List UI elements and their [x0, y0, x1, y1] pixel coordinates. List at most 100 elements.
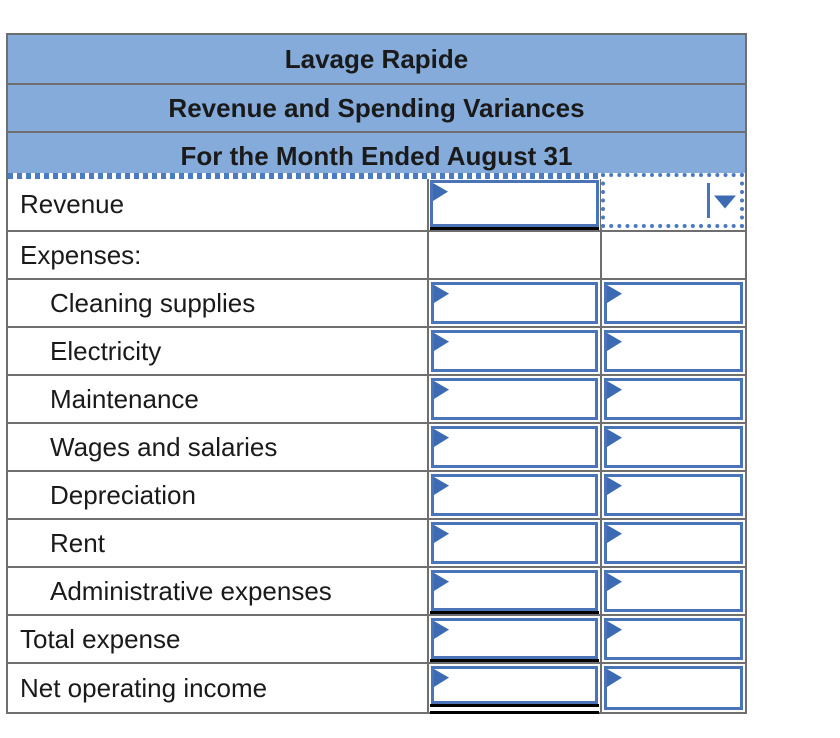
report-period-header: For the Month Ended August 31 — [8, 131, 745, 179]
electricity-amount-input[interactable] — [431, 330, 598, 372]
wages-amount-input[interactable] — [431, 426, 598, 468]
table-row-total-expense: Total expense — [8, 614, 745, 662]
selection-dotted-line — [8, 173, 745, 179]
variance-cell — [600, 280, 745, 326]
row-label: Administrative expenses — [50, 575, 332, 606]
report-title: Revenue and Spending Variances — [168, 92, 585, 123]
amount-cell — [427, 616, 600, 662]
table-row-expenses-section: Expenses: — [8, 230, 745, 278]
variance-cell — [600, 664, 745, 712]
table-row-administrative-expenses: Administrative expenses — [8, 566, 745, 614]
variance-cell — [600, 376, 745, 422]
report-period: For the Month Ended August 31 — [180, 140, 573, 171]
row-label: Depreciation — [50, 479, 196, 510]
input-value — [434, 669, 595, 701]
depreciation-variance-input[interactable] — [604, 474, 743, 516]
row-label: Maintenance — [50, 383, 199, 414]
input-value — [434, 429, 595, 465]
table-row-net-operating-income: Net operating income — [8, 662, 745, 714]
input-value — [607, 525, 740, 561]
input-value — [607, 669, 740, 707]
variance-cell — [600, 616, 745, 662]
amount-cell — [427, 376, 600, 422]
empty-cell — [600, 232, 745, 278]
net-operating-income-variance-input[interactable] — [604, 666, 743, 710]
input-value — [607, 573, 740, 609]
revenue-amount-cell — [427, 179, 600, 230]
row-label: Net operating income — [20, 672, 268, 703]
administrative-variance-input[interactable] — [604, 570, 743, 612]
variance-cell — [600, 520, 745, 566]
revenue-variance-dropdown[interactable] — [601, 173, 744, 228]
row-label-cell: Revenue — [8, 179, 427, 230]
variance-cell — [600, 424, 745, 470]
cleaning-supplies-variance-input[interactable] — [604, 282, 743, 324]
rent-amount-input[interactable] — [431, 522, 598, 564]
company-name-header: Lavage Rapide — [8, 35, 745, 83]
amount-cell — [427, 472, 600, 518]
dropdown-button[interactable] — [710, 177, 740, 224]
input-value — [434, 525, 595, 561]
maintenance-variance-input[interactable] — [604, 378, 743, 420]
variance-cell — [600, 328, 745, 374]
dropdown-separator — [707, 183, 710, 218]
row-label-cell: Wages and salaries — [8, 424, 427, 470]
revenue-amount-input[interactable] — [430, 180, 599, 227]
row-label-cell: Expenses: — [8, 232, 427, 278]
worksheet-table: Lavage Rapide Revenue and Spending Varia… — [6, 33, 747, 714]
variance-cell — [600, 568, 745, 614]
amount-cell — [427, 568, 600, 614]
row-label: Cleaning supplies — [50, 287, 256, 318]
input-value — [434, 477, 595, 513]
row-label-cell: Rent — [8, 520, 427, 566]
administrative-amount-input[interactable] — [431, 570, 598, 611]
row-label: Expenses: — [20, 239, 142, 270]
row-label: Electricity — [50, 335, 162, 366]
amount-cell — [427, 280, 600, 326]
variance-cell — [600, 472, 745, 518]
maintenance-amount-input[interactable] — [431, 378, 598, 420]
table-row-wages-and-salaries: Wages and salaries — [8, 422, 745, 470]
row-label-cell: Cleaning supplies — [8, 280, 427, 326]
report-title-header: Revenue and Spending Variances — [8, 83, 745, 131]
table-row-electricity: Electricity — [8, 326, 745, 374]
amount-cell — [427, 664, 600, 714]
cleaning-supplies-amount-input[interactable] — [431, 282, 598, 324]
table-row-rent: Rent — [8, 518, 745, 566]
table-row-depreciation: Depreciation — [8, 470, 745, 518]
amount-cell — [427, 424, 600, 470]
electricity-variance-input[interactable] — [604, 330, 743, 372]
row-label-cell: Depreciation — [8, 472, 427, 518]
input-value — [607, 621, 740, 657]
net-operating-income-amount-input[interactable] — [431, 666, 598, 704]
row-label-cell: Total expense — [8, 616, 427, 662]
row-label: Rent — [50, 527, 105, 558]
amount-cell — [427, 520, 600, 566]
revenue-variance-cell — [600, 173, 745, 230]
input-value — [433, 183, 596, 224]
row-label: Revenue — [20, 189, 125, 219]
input-value — [607, 477, 740, 513]
input-value — [434, 381, 595, 417]
input-value — [434, 285, 595, 321]
dropdown-selected-value — [611, 177, 704, 224]
input-value — [434, 621, 595, 656]
table-row-maintenance: Maintenance — [8, 374, 745, 422]
input-value — [434, 333, 595, 369]
total-expense-variance-input[interactable] — [604, 618, 743, 660]
row-label-cell: Net operating income — [8, 664, 427, 712]
row-label-cell: Administrative expenses — [8, 568, 427, 614]
rent-variance-input[interactable] — [604, 522, 743, 564]
table-row-cleaning-supplies: Cleaning supplies — [8, 278, 745, 326]
row-label-cell: Electricity — [8, 328, 427, 374]
row-label-cell: Maintenance — [8, 376, 427, 422]
company-name: Lavage Rapide — [284, 43, 469, 74]
depreciation-amount-input[interactable] — [431, 474, 598, 516]
amount-cell — [427, 328, 600, 374]
wages-variance-input[interactable] — [604, 426, 743, 468]
input-value — [607, 285, 740, 321]
total-expense-amount-input[interactable] — [431, 618, 598, 659]
row-label: Total expense — [20, 623, 181, 654]
input-value — [607, 381, 740, 417]
input-value — [607, 333, 740, 369]
